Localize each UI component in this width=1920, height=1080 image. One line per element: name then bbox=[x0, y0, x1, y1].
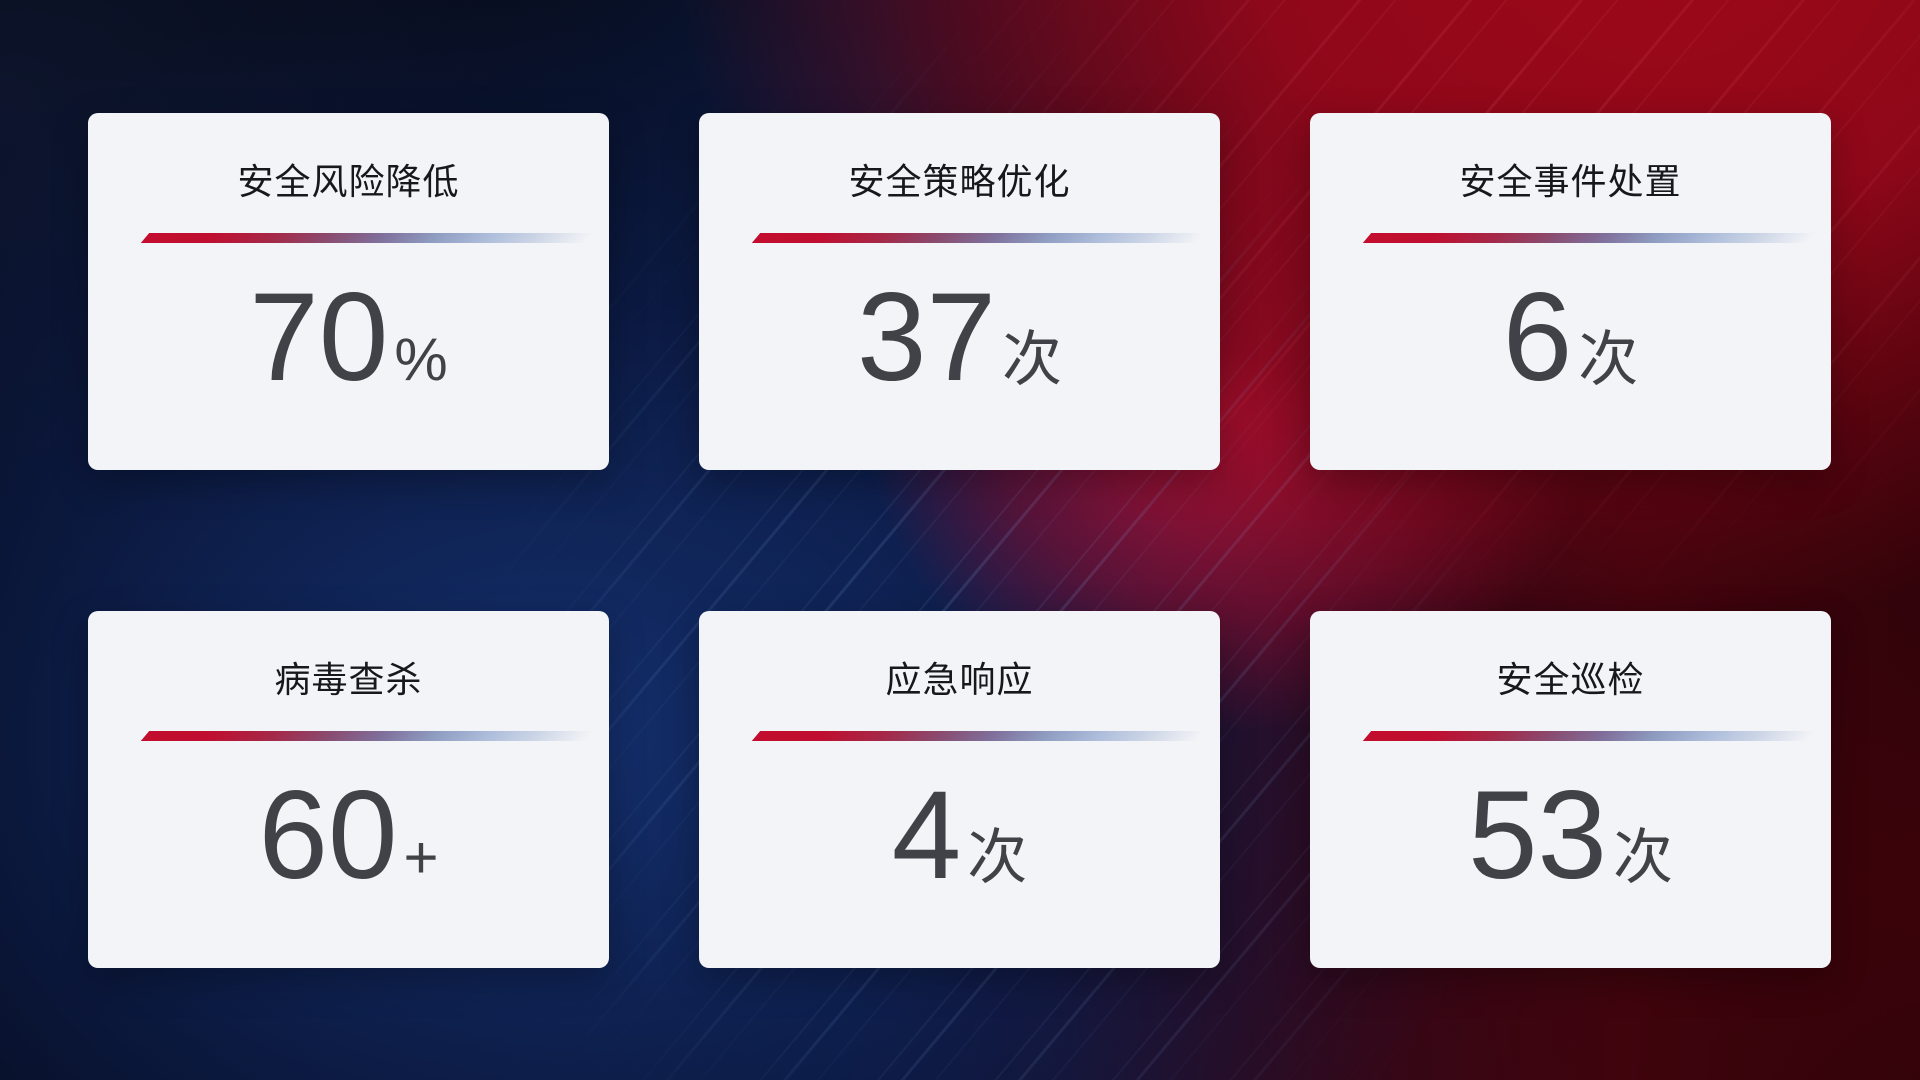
card-title: 安全巡检 bbox=[1496, 659, 1645, 700]
gradient-divider-line bbox=[1362, 233, 1826, 243]
stat-unit: % bbox=[394, 326, 448, 393]
stat-card-policy-optimization: 安全策略优化 37 次 bbox=[699, 113, 1220, 470]
card-title: 安全策略优化 bbox=[848, 161, 1071, 202]
gradient-divider-line bbox=[1362, 731, 1826, 741]
gradient-divider-line bbox=[751, 233, 1215, 243]
stat-number: 37 bbox=[856, 268, 997, 407]
stat-number: 70 bbox=[249, 268, 389, 407]
card-title: 安全事件处置 bbox=[1459, 161, 1682, 202]
stat-number: 60 bbox=[258, 766, 398, 905]
stat-number: 6 bbox=[1502, 268, 1573, 407]
stat-unit: 次 bbox=[1002, 326, 1063, 393]
stat-unit: 次 bbox=[1613, 824, 1674, 891]
stat-unit: + bbox=[403, 824, 439, 891]
stat-unit: 次 bbox=[967, 824, 1028, 891]
stat-number: 53 bbox=[1467, 766, 1608, 905]
gradient-divider-line bbox=[140, 731, 604, 741]
stat-card-security-inspection: 安全巡检 53 次 bbox=[1310, 611, 1831, 968]
gradient-divider-line bbox=[140, 233, 604, 243]
stat-value: 53 次 bbox=[1310, 773, 1831, 898]
stat-unit: 次 bbox=[1578, 326, 1639, 393]
stat-value: 70% bbox=[88, 275, 609, 400]
stat-value: 60 + bbox=[88, 773, 609, 898]
stat-card-risk-reduction: 安全风险降低 70% bbox=[88, 113, 609, 470]
stat-card-virus-scan: 病毒查杀 60 + bbox=[88, 611, 609, 968]
gradient-divider-line bbox=[751, 731, 1215, 741]
card-title: 应急响应 bbox=[885, 659, 1034, 700]
card-title: 病毒查杀 bbox=[274, 659, 423, 700]
card-title: 安全风险降低 bbox=[237, 161, 460, 202]
stat-value: 37 次 bbox=[699, 275, 1220, 400]
stat-number: 4 bbox=[891, 766, 962, 905]
